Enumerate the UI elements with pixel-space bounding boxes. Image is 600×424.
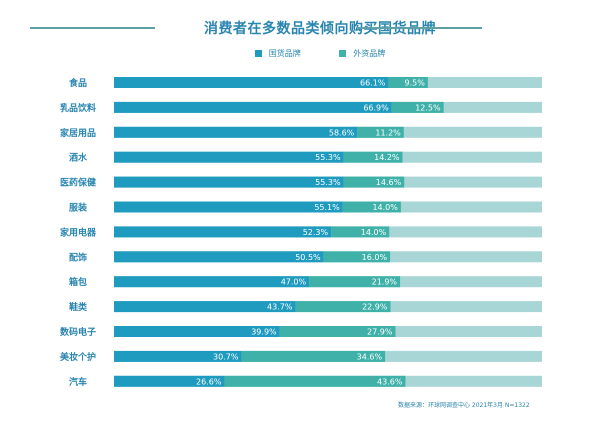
bar-domestic	[114, 151, 344, 163]
bar-foreign	[391, 101, 444, 113]
legend: 国货品牌 外资品牌	[0, 48, 600, 59]
bar-row: 乳品饮料 66.9% 12.5%	[60, 101, 542, 114]
bar-row: 鞋类 43.7% 22.9%	[69, 301, 542, 313]
title-rule-left	[30, 27, 155, 29]
legend-item-foreign: 外资品牌	[339, 48, 385, 59]
bar-domestic	[114, 201, 343, 213]
category-label: 数码电子	[60, 326, 96, 338]
bar-domestic	[114, 301, 296, 313]
value-label-foreign: 22.9%	[362, 303, 388, 312]
value-label-foreign: 43.6%	[377, 377, 403, 386]
value-label-domestic: 26.6%	[196, 377, 222, 386]
value-label-foreign: 34.6%	[357, 352, 383, 361]
bar-foreign	[295, 301, 391, 313]
data-source-note: 数据来源：环球网调查中心 2021年3月 N=1322	[398, 402, 530, 409]
value-label-foreign: 9.5%	[405, 79, 426, 88]
bar-row: 服装 55.1% 14.0%	[69, 201, 542, 214]
value-label-domestic: 39.9%	[251, 328, 277, 337]
value-label-domestic: 55.1%	[314, 203, 340, 212]
bar-foreign	[241, 350, 386, 362]
category-label: 家居用品	[60, 127, 96, 139]
value-label-domestic: 55.3%	[315, 178, 341, 187]
bar-foreign	[309, 276, 401, 288]
value-label-foreign: 16.0%	[362, 253, 388, 262]
category-label: 鞋类	[69, 301, 88, 313]
bar-domestic	[114, 350, 242, 362]
category-label: 服装	[69, 202, 88, 214]
value-label-foreign: 14.0%	[361, 228, 387, 237]
category-label: 食品	[68, 77, 87, 89]
value-label-domestic: 66.9%	[363, 103, 389, 112]
bar-domestic	[114, 375, 225, 387]
bar-foreign	[357, 126, 404, 138]
bar-row: 医药保健 55.3% 14.6%	[60, 176, 542, 189]
value-label-foreign: 12.5%	[415, 103, 441, 112]
category-label: 箱包	[69, 276, 87, 288]
bar-domestic	[114, 251, 324, 263]
value-label-foreign: 14.0%	[372, 203, 398, 212]
bar-row: 家用电器 52.3% 14.0%	[60, 226, 542, 238]
value-label-foreign: 14.6%	[376, 178, 402, 187]
value-label-domestic: 50.5%	[295, 253, 321, 262]
category-label: 乳品饮料	[60, 102, 96, 114]
bar-foreign	[388, 77, 428, 88]
bar-row: 数码电子 39.9% 27.9%	[60, 326, 542, 338]
chart-title: 消费者在多数品类倾向购买国货品牌	[204, 21, 436, 37]
bar-row: 配饰 50.5% 16.0%	[69, 251, 542, 263]
title-rule-right	[357, 27, 482, 29]
bar-foreign	[343, 151, 403, 163]
value-label-domestic: 58.6%	[329, 128, 355, 137]
legend-label-foreign: 外资品牌	[353, 49, 386, 58]
bar-domestic	[114, 226, 332, 238]
bar-row: 酒水 55.3% 14.2%	[69, 151, 542, 164]
bar-domestic	[114, 126, 358, 138]
category-label: 医药保健	[60, 177, 96, 189]
value-label-domestic: 66.1%	[360, 79, 386, 88]
bar-row: 美妆个护 30.7% 34.6%	[60, 350, 542, 363]
category-label: 配饰	[69, 251, 87, 263]
value-label-domestic: 55.3%	[315, 153, 341, 162]
bar-foreign	[224, 375, 406, 387]
bar-foreign	[279, 326, 396, 337]
bar-domestic	[114, 276, 310, 288]
legend-swatch-foreign	[339, 50, 347, 57]
bar-row: 家居用品 58.6% 11.2%	[60, 126, 542, 139]
value-label-domestic: 30.7%	[213, 352, 239, 361]
bar-row: 食品 66.1% 9.5%	[68, 77, 542, 89]
value-label-domestic: 52.3%	[303, 228, 329, 237]
bar-row: 汽车 26.6% 43.6%	[69, 375, 542, 388]
bar-domestic	[114, 326, 280, 337]
bar-foreign	[323, 251, 391, 263]
value-label-foreign: 21.9%	[372, 278, 398, 287]
category-label: 美妆个护	[60, 351, 96, 363]
value-label-foreign: 11.2%	[375, 128, 401, 137]
category-label: 家用电器	[60, 226, 97, 238]
legend-label-domestic: 国货品牌	[268, 49, 301, 58]
legend-swatch-domestic	[254, 50, 262, 57]
value-label-foreign: 14.2%	[374, 153, 400, 162]
value-label-foreign: 27.9%	[367, 328, 393, 337]
category-label: 汽车	[69, 376, 87, 388]
chart-header: 消费者在多数品类倾向购买国货品牌	[0, 16, 600, 37]
legend-item-domestic: 国货品牌	[254, 48, 301, 59]
bar-domestic	[114, 176, 344, 188]
bar-row: 箱包 47.0% 21.9%	[69, 276, 542, 288]
bar-foreign	[343, 176, 405, 188]
bar-foreign	[331, 226, 390, 238]
bar-domestic	[114, 77, 389, 88]
value-label-domestic: 43.7%	[267, 303, 293, 312]
value-label-domestic: 47.0%	[281, 278, 307, 287]
bar-foreign	[342, 201, 401, 213]
category-label: 酒水	[69, 152, 88, 164]
bar-domestic	[114, 101, 392, 113]
